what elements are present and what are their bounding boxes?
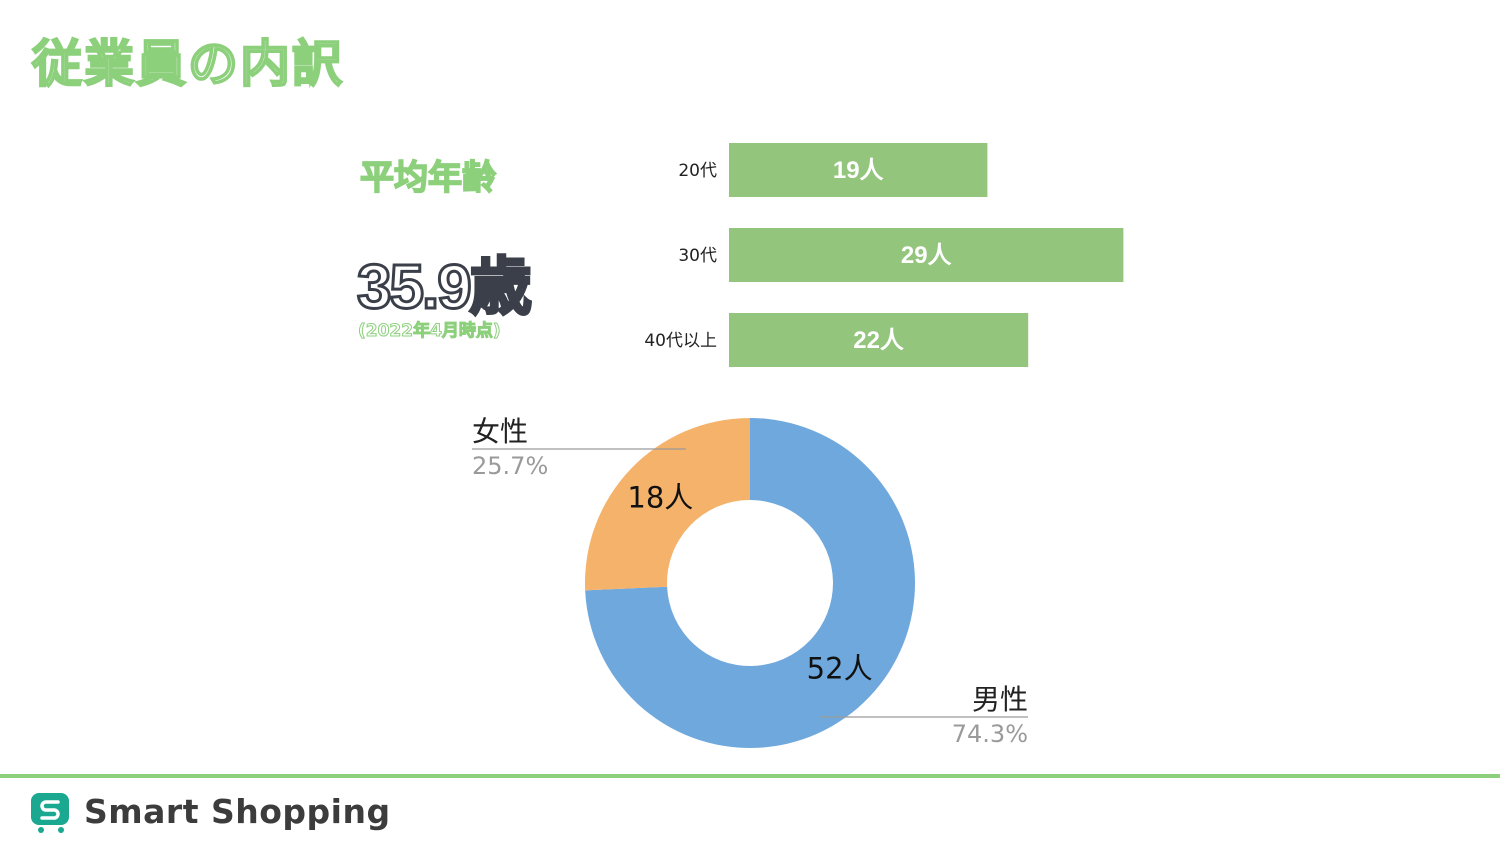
bar-value-label-1: 19人 — [833, 157, 884, 184]
footer-divider — [0, 774, 1500, 778]
bar-1 — [729, 143, 988, 197]
smart-shopping-logo-icon — [31, 793, 69, 833]
donut-value-label-2: 18人 — [627, 480, 693, 514]
bar-category-label-3: 40代以上 — [644, 331, 717, 351]
donut-percent-label-1: 74.3% — [952, 720, 1028, 748]
bar-3 — [729, 313, 1029, 367]
average-age-value: 35.9歳 — [356, 252, 534, 324]
bar-value-label-3: 22人 — [853, 327, 904, 354]
bar-category-label-2: 30代 — [678, 246, 717, 266]
donut-category-label-1: 男性 — [972, 683, 1028, 716]
average-age-note: (2022年4月時点) — [358, 321, 502, 342]
bar-2 — [729, 228, 1124, 282]
bar-value-label-2: 29人 — [901, 242, 952, 269]
age-bar-chart: 20代 19人 30代 29人 40代以上 22人 — [644, 143, 1124, 367]
donut-value-label-1: 52人 — [807, 652, 873, 686]
donut-percent-label-2: 25.7% — [472, 452, 548, 480]
average-age-label: 平均年齢 — [359, 157, 497, 199]
bar-category-label-1: 20代 — [678, 161, 717, 181]
brand-name: Smart Shopping — [84, 792, 391, 831]
donut-slice-2 — [585, 418, 750, 591]
donut-category-label-2: 女性 — [472, 415, 528, 448]
page-title: 従業員の内訳 — [31, 34, 344, 94]
donut-slice-1 — [585, 418, 915, 748]
